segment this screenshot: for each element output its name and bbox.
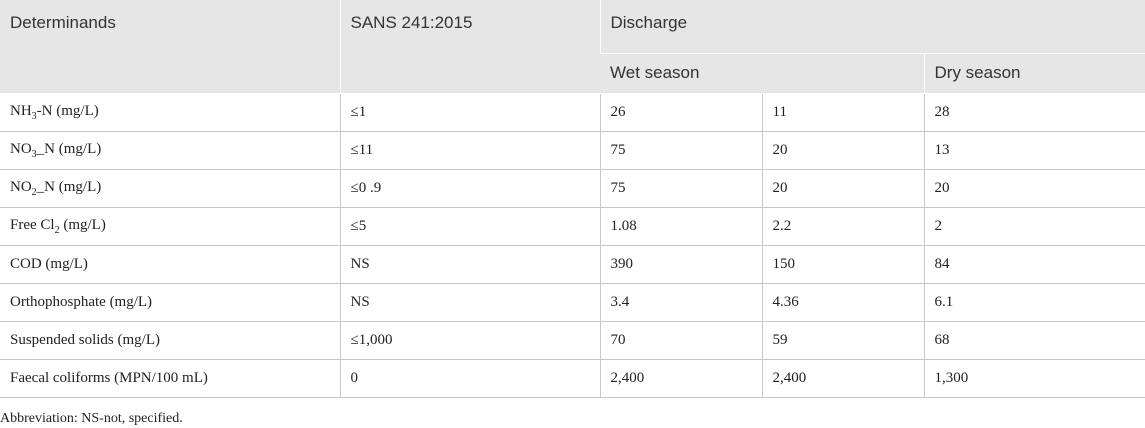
determinand-subscript: 2 [31,186,37,198]
determinand-suffix: (mg/L) [59,216,106,233]
determinand-name: Free Cl [10,216,55,233]
cell-wet-season-2: 2,400 [761,359,924,398]
table-row: Suspended solids (mg/L) ≤1,000 70 59 68 [0,321,1145,360]
header-dry-season: Dry season [923,53,1145,94]
determinand-name: COD (mg/L) [10,255,88,272]
cell-wet-season-1: 70 [599,321,762,360]
cell-dry-season: 84 [923,245,1145,284]
cell-sans-limit: NS [339,283,600,322]
determinand-suffix: _N (mg/L) [36,178,102,195]
table-row: COD (mg/L) NS 390 150 84 [0,245,1145,284]
cell-dry-season: 13 [923,131,1145,170]
cell-wet-season-1: 1.08 [599,207,762,246]
cell-dry-season: 28 [923,92,1145,132]
cell-determinand: NO2_N (mg/L) [0,169,340,208]
cell-dry-season: 68 [923,321,1145,360]
determinand-name: NO [10,140,32,157]
cell-wet-season-2: 20 [761,169,924,208]
cell-dry-season: 1,300 [923,359,1145,398]
cell-sans-limit: ≤0 .9 [339,169,600,208]
cell-sans-limit: 0 [339,359,600,398]
cell-determinand: Orthophosphate (mg/L) [0,283,340,322]
data-table: Determinands SANS 241:2015 Discharge Wet… [0,0,1145,398]
cell-wet-season-2: 2.2 [761,207,924,246]
cell-determinand: NO3_N (mg/L) [0,131,340,170]
cell-wet-season-2: 4.36 [761,283,924,322]
determinand-suffix: _N (mg/L) [36,140,102,157]
determinand-name: Suspended solids (mg/L) [10,331,160,348]
cell-determinand: Suspended solids (mg/L) [0,321,340,360]
cell-wet-season-1: 75 [599,169,762,208]
cell-determinand: COD (mg/L) [0,245,340,284]
cell-determinand: NH3-N (mg/L) [0,92,340,132]
determinand-name: NO [10,178,32,195]
header-sans: SANS 241:2015 [339,0,600,94]
table-row: Orthophosphate (mg/L) NS 3.4 4.36 6.1 [0,283,1145,322]
table-row: NO2_N (mg/L) ≤0 .9 75 20 20 [0,169,1145,208]
cell-dry-season: 2 [923,207,1145,246]
determinand-subscript: 3 [31,148,37,160]
table-row: Free Cl2 (mg/L) ≤5 1.08 2.2 2 [0,207,1145,246]
header-wet-season: Wet season [600,53,924,94]
cell-sans-limit: ≤1 [339,92,600,132]
cell-dry-season: 6.1 [923,283,1145,322]
table-row: Faecal coliforms (MPN/100 mL) 0 2,400 2,400… [0,359,1145,398]
determinand-name: Orthophosphate (mg/L) [10,293,153,310]
cell-wet-season-1: 26 [599,92,762,132]
cell-wet-season-1: 3.4 [599,283,762,322]
cell-wet-season-1: 390 [599,245,762,284]
table-row: NO3_N (mg/L) ≤11 75 20 13 [0,131,1145,170]
cell-sans-limit: ≤11 [339,131,600,170]
determinand-name: NH [10,102,32,119]
cell-wet-season-2: 59 [761,321,924,360]
cell-wet-season-2: 150 [761,245,924,284]
cell-dry-season: 20 [923,169,1145,208]
table-header: Determinands SANS 241:2015 Discharge Wet… [0,0,1145,94]
header-determinands: Determinands [0,0,340,94]
cell-sans-limit: ≤5 [339,207,600,246]
determinand-subscript: 3 [31,110,37,122]
header-discharge: Discharge [599,0,1145,54]
cell-wet-season-2: 11 [761,92,924,132]
determinand-subscript: 2 [54,224,60,236]
cell-determinand: Faecal coliforms (MPN/100 mL) [0,359,340,398]
cell-wet-season-2: 20 [761,131,924,170]
table-footnote: Abbreviation: NS-not, specified. [0,411,183,426]
cell-sans-limit: NS [339,245,600,284]
determinand-name: Faecal coliforms (MPN/100 mL) [10,369,208,386]
table-row: NH3-N (mg/L) ≤1 26 11 28 [0,92,1145,132]
table-body: NH3-N (mg/L) ≤1 26 11 28 NO3_N (mg/L) ≤11 75 20 1… [0,92,1145,398]
cell-wet-season-1: 75 [599,131,762,170]
determinand-suffix: -N (mg/L) [36,102,99,119]
cell-determinand: Free Cl2 (mg/L) [0,207,340,246]
cell-sans-limit: ≤1,000 [339,321,600,360]
cell-wet-season-1: 2,400 [599,359,762,398]
